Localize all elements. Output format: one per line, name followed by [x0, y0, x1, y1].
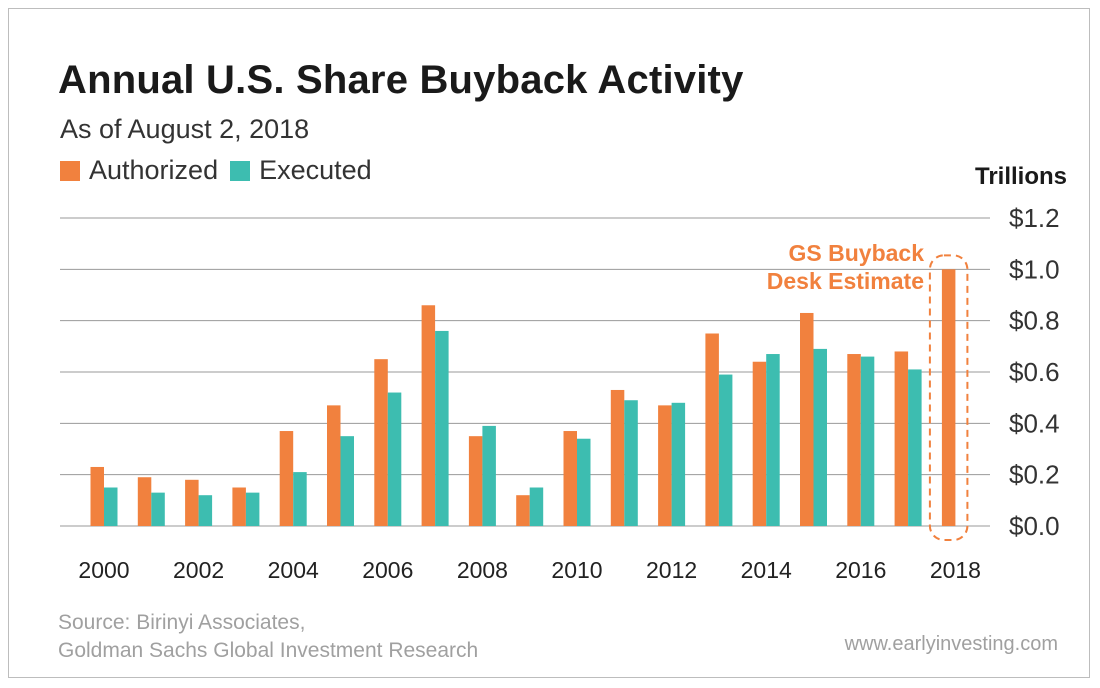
bar-authorized-2004 — [279, 431, 294, 526]
estimate-callout: GS Buyback Desk Estimate — [728, 239, 924, 295]
source-note: Source: Birinyi Associates, Goldman Sach… — [58, 609, 478, 665]
bar-executed-2006 — [387, 392, 402, 526]
bar-authorized-2015 — [800, 312, 814, 526]
bar-executed-2004 — [293, 472, 307, 526]
y-axis-unit-label: Trillions — [975, 163, 1068, 190]
chart-subtitle: As of August 2, 2018 — [60, 114, 310, 144]
x-tick-label: 2010 — [551, 557, 602, 583]
estimate-highlight-outline — [928, 254, 969, 541]
x-axis-labels: 2000 2002 2004 2006 2008 2010 2012 2014 2016 2018 — [78, 557, 981, 583]
bar-executed-2001 — [151, 492, 165, 526]
bar-authorized-2007 — [421, 305, 436, 526]
bar-executed-2013 — [718, 374, 733, 526]
bar-executed-2016 — [860, 356, 875, 526]
y-tick-label: $0.2 — [1009, 460, 1060, 490]
bar-executed-2002 — [198, 495, 213, 526]
bar-authorized-2018 — [941, 269, 956, 526]
y-tick-label: $1.2 — [1009, 203, 1060, 233]
chart-title: Annual U.S. Share Buyback Activity — [58, 58, 744, 102]
bar-executed-2007 — [435, 330, 449, 526]
bar-authorized-2002 — [185, 479, 199, 526]
y-axis-labels: $1.2 $1.0 $0.8 $0.6 $0.4 $0.2 $0.0 — [1009, 203, 1060, 541]
bar-authorized-2006 — [374, 359, 388, 526]
bar-executed-2005 — [340, 436, 354, 526]
legend-item-executed: Executed — [230, 155, 372, 186]
legend-label-authorized: Authorized — [89, 155, 219, 185]
bar-authorized-2017 — [894, 351, 909, 526]
x-tick-label: 2016 — [835, 557, 886, 583]
y-tick-label: $1.0 — [1009, 254, 1060, 284]
bar-authorized-2001 — [137, 477, 152, 526]
website-url: www.earlyinvesting.com — [844, 633, 1058, 655]
bar-authorized-2005 — [327, 405, 341, 526]
x-tick-label: 2004 — [268, 557, 319, 583]
source-line-2: Goldman Sachs Global Investment Research — [58, 639, 479, 662]
x-tick-label: 2000 — [78, 557, 129, 583]
bar-authorized-2011 — [610, 389, 625, 526]
bar-executed-2015 — [813, 348, 827, 526]
bar-executed-2014 — [766, 354, 780, 526]
bar-authorized-2010 — [563, 431, 577, 526]
y-tick-label: $0.8 — [1009, 306, 1060, 336]
bar-authorized-2008 — [468, 436, 483, 526]
x-tick-label: 2008 — [457, 557, 508, 583]
bar-executed-2000 — [104, 487, 118, 526]
bar-executed-2017 — [908, 369, 922, 526]
x-tick-label: 2002 — [173, 557, 224, 583]
bar-authorized-2016 — [847, 354, 861, 526]
x-tick-label: 2014 — [741, 557, 792, 583]
gridlines — [60, 217, 990, 527]
bar-executed-2011 — [624, 400, 638, 526]
bar-authorized-2012 — [658, 405, 672, 526]
chart-frame — [8, 8, 1090, 678]
y-tick-label: $0.4 — [1009, 408, 1060, 438]
legend-label-executed: Executed — [259, 155, 372, 185]
bar-authorized-2014 — [752, 361, 767, 526]
x-tick-label: 2006 — [362, 557, 413, 583]
callout-line-2: Desk Estimate — [766, 268, 924, 294]
bar-authorized-2003 — [232, 487, 246, 526]
bar-executed-2003 — [245, 492, 260, 526]
bar-authorized-2009 — [516, 495, 530, 526]
y-tick-label: $0.0 — [1009, 511, 1060, 541]
bar-executed-2010 — [577, 438, 591, 526]
bars — [90, 269, 956, 526]
callout-line-1: GS Buyback — [788, 240, 925, 266]
legend-swatch-executed — [230, 160, 251, 181]
bar-authorized-2000 — [90, 466, 104, 526]
legend-item-authorized: Authorized — [60, 155, 218, 186]
source-line-1: Source: Birinyi Associates, — [58, 611, 306, 634]
y-tick-label: $0.6 — [1009, 357, 1060, 387]
legend-swatch-authorized — [60, 160, 80, 181]
legend: Authorized Executed — [60, 155, 384, 186]
bar-authorized-2013 — [705, 333, 719, 526]
bar-executed-2008 — [482, 425, 496, 526]
x-tick-label: 2018 — [930, 557, 981, 583]
x-tick-label: 2012 — [646, 557, 697, 583]
bar-executed-2009 — [529, 487, 544, 526]
bar-executed-2012 — [671, 402, 686, 526]
